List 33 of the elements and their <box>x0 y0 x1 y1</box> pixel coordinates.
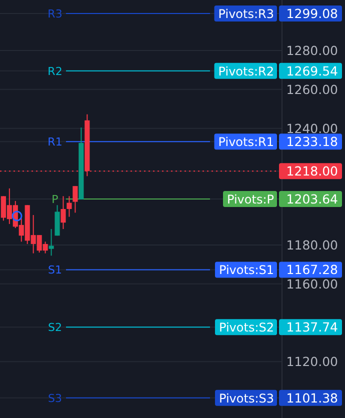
y-tick-label: 1218.00 <box>286 164 338 179</box>
y-tick-label: 1120.00 <box>286 354 338 370</box>
candlestick <box>72 186 78 214</box>
ref-line-label: R2 <box>48 64 62 78</box>
y-tick-label: 1203.64 <box>286 192 338 207</box>
ref-line-label: P <box>52 193 59 206</box>
ref-line-label: S2 <box>48 321 62 334</box>
y-tick-label: 1101.38 <box>286 390 338 406</box>
annotation: Pivots:S2 <box>218 320 274 335</box>
annotation: Pivots:R3 <box>218 6 274 21</box>
y-tick-label: 1269.54 <box>286 63 338 78</box>
ref-line-label: S3 <box>48 392 62 405</box>
y-tick-label: 1180.00 <box>286 237 338 252</box>
y-tick-label: 1280.00 <box>286 43 338 58</box>
ref-line-label: R1 <box>48 136 62 149</box>
candlestick <box>54 204 60 236</box>
y-tick-label: 1233.18 <box>286 134 338 150</box>
y-tick-label: 1167.28 <box>286 262 338 278</box>
y-tick-label: 1160.00 <box>286 276 338 292</box>
annotation: Pivots:S1 <box>218 263 274 278</box>
annotation: Pivots:S3 <box>218 391 274 406</box>
annotation: Pivots:R2 <box>218 64 274 78</box>
y-tick-label: 1260.00 <box>286 82 338 97</box>
y-tick-label: 1137.74 <box>286 320 338 335</box>
candlestick <box>48 228 54 256</box>
ref-line-label: S1 <box>48 264 62 277</box>
candlestick <box>60 196 66 230</box>
y-tick-label: 1240.00 <box>286 120 338 136</box>
annotation: Pivots:P <box>227 192 274 207</box>
ref-line-label: R3 <box>48 7 62 20</box>
candlestick <box>66 196 72 218</box>
annotation: Pivots:R1 <box>218 135 274 150</box>
y-tick-label: 1299.08 <box>286 6 338 21</box>
